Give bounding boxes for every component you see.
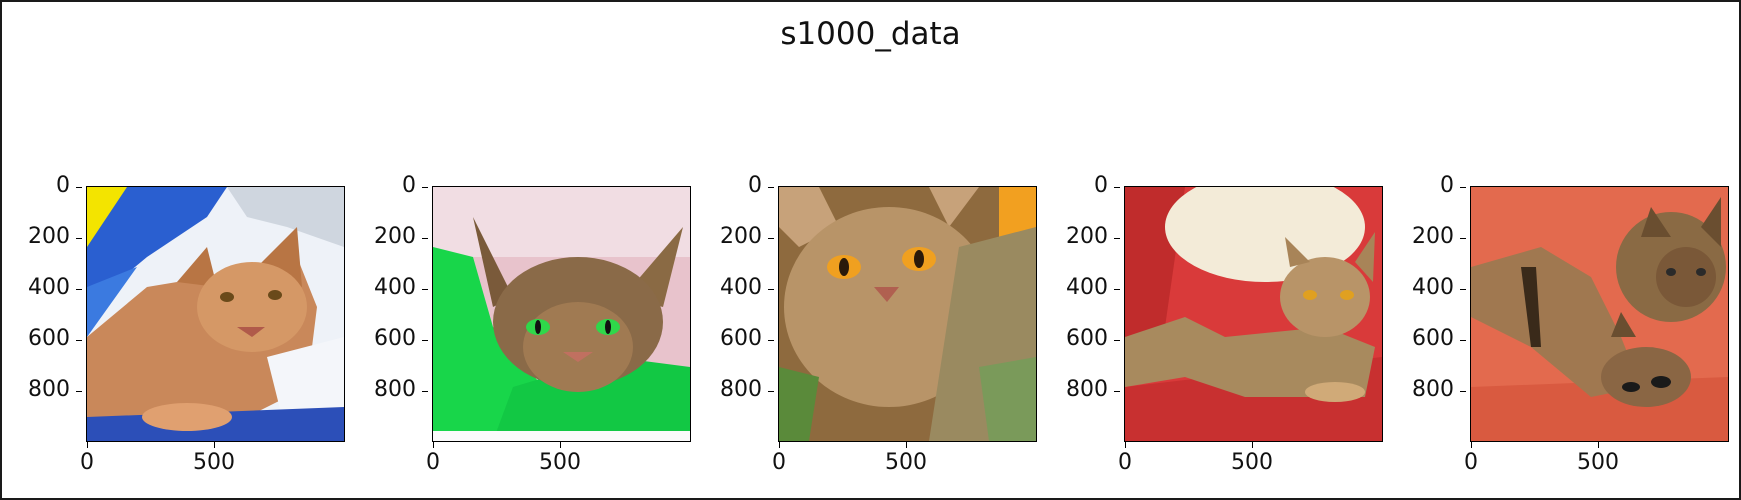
image-panel-5: 0 200 400 600 800 0 500 bbox=[1412, 173, 1729, 475]
cat-photo-3 bbox=[778, 186, 1037, 442]
cat-photo-2 bbox=[432, 186, 691, 442]
image-panel-1: 0 200 400 600 800 0 500 bbox=[28, 173, 345, 475]
cat-photo-1 bbox=[86, 186, 345, 442]
figure-title: s1000_data bbox=[780, 16, 961, 52]
cat-photo-5 bbox=[1470, 186, 1729, 442]
image-panel-4: 0 200 400 600 800 0 500 bbox=[1066, 173, 1383, 475]
image-panel-2: 0 200 400 600 800 0 500 bbox=[374, 173, 691, 475]
cat-photo-4 bbox=[1124, 186, 1383, 442]
image-panel-3: 0 200 400 600 800 0 500 bbox=[720, 173, 1037, 475]
